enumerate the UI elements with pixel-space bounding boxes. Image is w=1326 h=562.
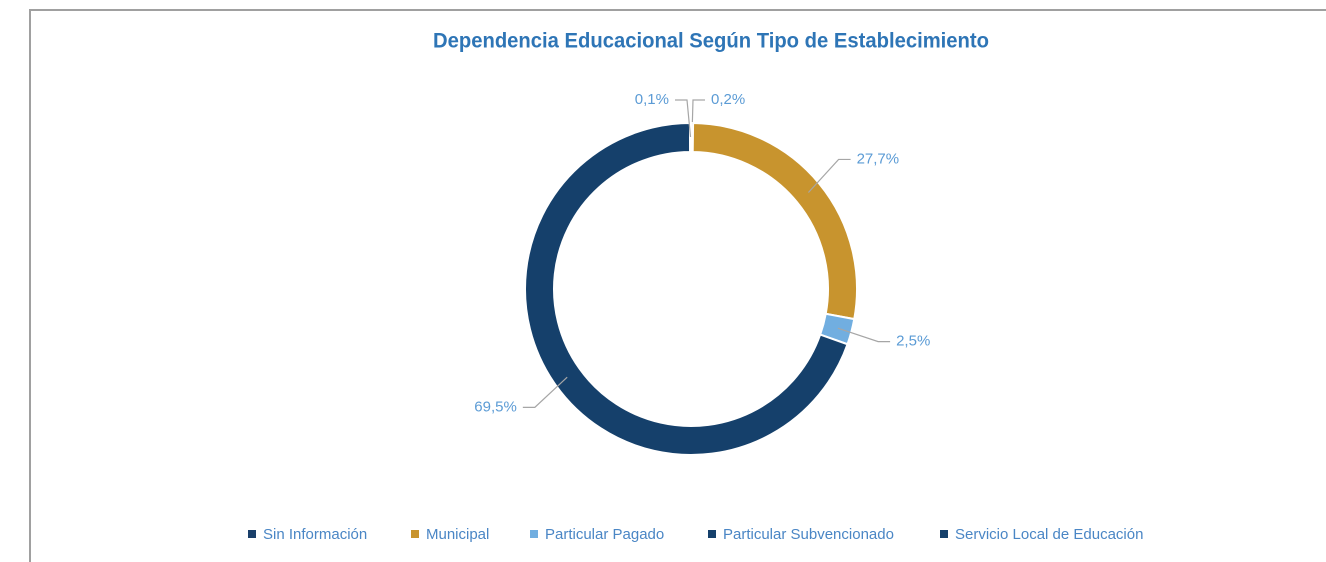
chart-title: Dependencia Educacional Según Tipo de Es… xyxy=(433,30,989,53)
legend-swatch xyxy=(708,530,716,538)
data-label: 2,5% xyxy=(896,333,930,350)
leader-line xyxy=(807,158,851,193)
legend-label: Sin Información xyxy=(263,526,367,543)
data-label: 69,5% xyxy=(474,398,517,415)
legend-label: Particular Pagado xyxy=(545,526,664,543)
leader-line xyxy=(675,99,692,138)
legend-label: Municipal xyxy=(426,526,489,543)
legend-label: Servicio Local de Educación xyxy=(955,526,1143,543)
data-label: 27,7% xyxy=(857,150,900,167)
leader-line xyxy=(837,327,891,343)
data-label: 0,2% xyxy=(711,91,745,108)
legend-swatch xyxy=(940,530,948,538)
legend-swatch xyxy=(530,530,538,538)
legend-swatch xyxy=(248,530,256,538)
legend-label: Particular Subvencionado xyxy=(723,526,894,543)
donut-segment xyxy=(524,121,849,456)
leader-line xyxy=(522,376,568,408)
data-label: 0,1% xyxy=(635,91,669,108)
legend-swatch xyxy=(411,530,419,538)
chart-border xyxy=(29,9,1326,562)
donut-segment xyxy=(691,121,858,321)
